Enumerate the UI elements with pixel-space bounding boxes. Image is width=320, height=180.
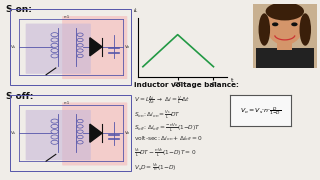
Bar [277,40,292,50]
Text: volt-sec: $\Delta i_{on} + \Delta i_{off} = 0$: volt-sec: $\Delta i_{on} + \Delta i_{off… [134,134,203,143]
Text: $i_L$: $i_L$ [133,6,139,15]
Ellipse shape [291,22,298,26]
Text: S on:: S on: [6,5,32,14]
Bar [10,9,131,85]
Ellipse shape [272,22,278,26]
Polygon shape [90,124,102,142]
Text: $\frac{V_s}{L}DT - \frac{nV_o}{L}(1{-}D)T = 0$: $\frac{V_s}{L}DT - \frac{nV_o}{L}(1{-}D)… [134,147,197,159]
Bar [10,95,131,171]
Text: $V_o = V_s{\cdot}n{\cdot}\frac{D}{1{-}D}$: $V_o = V_s{\cdot}n{\cdot}\frac{D}{1{-}D}… [240,105,281,117]
Text: $V = L\frac{\Delta i}{\Delta t}$ $\rightarrow$ $\Delta i = \frac{V}{L}\Delta t$: $V = L\frac{\Delta i}{\Delta t}$ $\right… [134,94,190,106]
Ellipse shape [266,2,304,21]
Ellipse shape [259,13,270,46]
Text: $V_s D = \frac{V_o}{n}(1{-}D)$: $V_s D = \frac{V_o}{n}(1{-}D)$ [134,161,177,173]
Text: n:1: n:1 [64,15,70,19]
Text: Vs: Vs [11,131,16,135]
Text: S off:: S off: [6,92,34,101]
FancyBboxPatch shape [26,110,91,160]
Text: Vs: Vs [11,45,16,49]
Text: Vo: Vo [125,131,130,135]
Text: $S_{off}$: $\Delta i_{off} = \frac{-nV_o}{L}(1{-}D)T$: $S_{off}$: $\Delta i_{off} = \frac{-nV_o… [134,122,201,134]
Text: Vo: Vo [125,45,130,49]
FancyBboxPatch shape [62,16,127,79]
Ellipse shape [266,6,303,45]
FancyBboxPatch shape [62,102,127,165]
Polygon shape [90,38,102,56]
Text: t: t [231,78,233,83]
Text: $S_{on}$: $\Delta i_{on} = \frac{V_s}{L}DT$: $S_{on}$: $\Delta i_{on} = \frac{V_s}{L}… [134,109,181,121]
Ellipse shape [300,13,311,46]
Bar [256,48,314,68]
FancyBboxPatch shape [26,24,91,74]
Text: inductor voltage balance:: inductor voltage balance: [134,82,239,88]
Text: n:1: n:1 [64,102,70,105]
